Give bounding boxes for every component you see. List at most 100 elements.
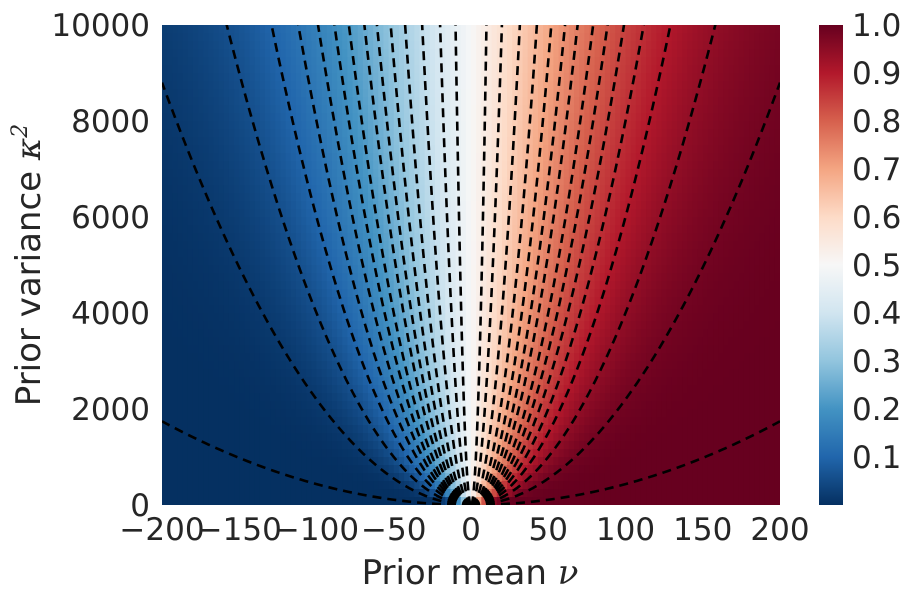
heatmap-cell — [218, 161, 225, 170]
heatmap-cell — [651, 177, 657, 186]
heatmap-cell — [295, 177, 302, 186]
heatmap-cell — [749, 145, 755, 154]
heatmap-cell — [223, 265, 230, 274]
heatmap-cell — [373, 137, 379, 146]
heatmap-cell — [640, 217, 647, 226]
heatmap-cell — [651, 41, 657, 50]
heatmap-cell — [208, 289, 215, 298]
heatmap-cell — [192, 321, 199, 330]
heatmap-cell — [460, 257, 467, 266]
heatmap-cell — [651, 273, 657, 282]
heatmap-cell — [692, 297, 699, 306]
heatmap-cell — [203, 241, 209, 250]
heatmap-cell — [465, 265, 472, 274]
heatmap-cell — [635, 241, 642, 250]
heatmap-cell — [543, 169, 549, 178]
heatmap-cell — [362, 65, 369, 74]
heatmap-cell — [275, 217, 282, 226]
heatmap-cell — [774, 113, 780, 122]
heatmap-cell — [228, 161, 235, 170]
heatmap-cell — [507, 321, 513, 330]
heatmap-cell — [352, 129, 359, 138]
heatmap-cell — [666, 329, 673, 338]
heatmap-cell — [429, 49, 436, 58]
heatmap-cell — [754, 49, 760, 58]
heatmap-cell — [687, 49, 694, 58]
heatmap-cell — [203, 209, 209, 218]
heatmap-cell — [599, 265, 606, 274]
heatmap-cell — [192, 81, 199, 90]
heatmap-cell — [543, 121, 549, 130]
heatmap-cell — [306, 193, 312, 202]
heatmap-cell — [713, 73, 719, 82]
heatmap-cell — [177, 209, 184, 218]
heatmap-cell — [517, 201, 524, 210]
heatmap-cell — [208, 297, 215, 306]
heatmap-cell — [743, 313, 750, 322]
heatmap-cell — [393, 161, 400, 170]
heatmap-cell — [326, 209, 333, 218]
heatmap-cell — [254, 169, 261, 178]
heatmap-cell — [414, 329, 421, 338]
heatmap-cell — [213, 345, 220, 354]
heatmap-cell — [259, 41, 266, 50]
heatmap-cell — [774, 49, 780, 58]
heatmap-cell — [316, 33, 323, 42]
heatmap-cell — [568, 329, 575, 338]
heatmap-cell — [501, 169, 508, 178]
heatmap-cell — [265, 337, 271, 346]
heatmap-cell — [208, 345, 215, 354]
heatmap-cell — [347, 329, 354, 338]
heatmap-cell — [532, 305, 539, 314]
heatmap-cell — [548, 169, 554, 178]
heatmap-cell — [682, 217, 688, 226]
heatmap-cell — [203, 185, 209, 194]
heatmap-cell — [295, 233, 302, 242]
heatmap-cell — [553, 73, 560, 82]
heatmap-cell — [398, 209, 405, 218]
heatmap-cell — [316, 225, 323, 234]
heatmap-cell — [337, 273, 343, 282]
heatmap-cell — [749, 33, 755, 42]
heatmap-cell — [254, 177, 261, 186]
heatmap-cell — [646, 201, 652, 210]
heatmap-cell — [239, 337, 245, 346]
heatmap-cell — [656, 281, 663, 290]
heatmap-cell — [362, 57, 369, 66]
heatmap-cell — [733, 233, 740, 242]
heatmap-cell — [702, 329, 709, 338]
heatmap-cell — [682, 105, 688, 114]
heatmap-cell — [584, 193, 591, 202]
heatmap-cell — [630, 281, 637, 290]
heatmap-cell — [244, 177, 251, 186]
heatmap-cell — [625, 41, 632, 50]
heatmap-cell — [280, 113, 287, 122]
heatmap-cell — [702, 305, 709, 314]
heatmap-cell — [321, 225, 328, 234]
heatmap-cell — [491, 121, 498, 130]
heatmap-cell — [579, 137, 585, 146]
heatmap-cell — [228, 233, 235, 242]
heatmap-cell — [280, 337, 287, 346]
heatmap-cell — [280, 305, 287, 314]
heatmap-cell — [259, 353, 266, 362]
heatmap-cell — [594, 345, 601, 354]
heatmap-cell — [357, 177, 364, 186]
heatmap-cell — [599, 337, 606, 346]
heatmap-cell — [182, 121, 189, 130]
heatmap-cell — [702, 217, 709, 226]
heatmap-cell — [548, 113, 554, 122]
heatmap-cell — [259, 121, 266, 130]
heatmap-cell — [177, 217, 184, 226]
heatmap-cell — [414, 217, 421, 226]
heatmap-cell — [259, 249, 266, 258]
heatmap-cell — [759, 233, 766, 242]
heatmap-cell — [290, 297, 297, 306]
heatmap-cell — [331, 89, 338, 98]
heatmap-cell — [661, 297, 668, 306]
heatmap-cell — [331, 177, 338, 186]
heatmap-cell — [290, 65, 297, 74]
heatmap-cell — [728, 265, 735, 274]
heatmap-cell — [213, 57, 220, 66]
heatmap-cell — [203, 65, 209, 74]
